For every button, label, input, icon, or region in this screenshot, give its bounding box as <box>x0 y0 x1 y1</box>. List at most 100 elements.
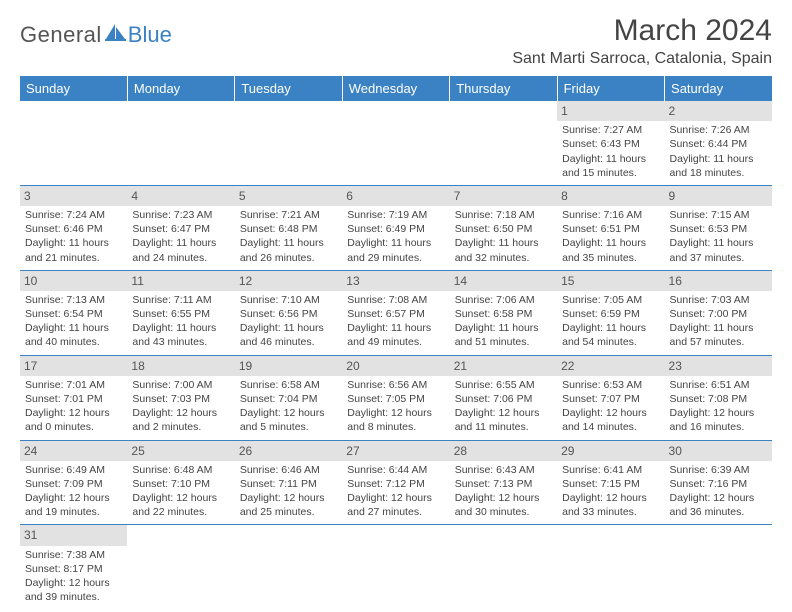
calendar-table: SundayMondayTuesdayWednesdayThursdayFrid… <box>20 76 772 609</box>
day-number: 12 <box>235 271 342 291</box>
daylight-line: Daylight: 12 hours and 22 minutes. <box>132 491 229 519</box>
title-block: March 2024 Sant Marti Sarroca, Catalonia… <box>512 14 772 68</box>
sunrise-line: Sunrise: 6:41 AM <box>562 463 659 477</box>
calendar-cell: 23Sunrise: 6:51 AMSunset: 7:08 PMDayligh… <box>665 355 772 440</box>
calendar-cell: 11Sunrise: 7:11 AMSunset: 6:55 PMDayligh… <box>127 270 234 355</box>
calendar-cell: 5Sunrise: 7:21 AMSunset: 6:48 PMDaylight… <box>235 185 342 270</box>
calendar-cell: 29Sunrise: 6:41 AMSunset: 7:15 PMDayligh… <box>557 440 664 525</box>
daylight-line: Daylight: 11 hours and 26 minutes. <box>240 236 337 264</box>
calendar-cell: 20 Sunrise: 6:56 AMSunset: 7:05 PMDayligh… <box>342 355 449 440</box>
sunset-line: Sunset: 7:16 PM <box>670 477 767 491</box>
daylight-line: Daylight: 11 hours and 24 minutes. <box>132 236 229 264</box>
sunrise-line: Sunrise: 7:15 AM <box>670 208 767 222</box>
calendar-cell: 27Sunrise: 6:44 AMSunset: 7:12 PMDayligh… <box>342 440 449 525</box>
calendar-cell: 17Sunrise: 7:01 AMSunset: 7:01 PMDayligh… <box>20 355 127 440</box>
daylight-line: Daylight: 11 hours and 15 minutes. <box>562 152 659 180</box>
day-number: 24 <box>20 441 127 461</box>
daylight-line: Daylight: 12 hours and 14 minutes. <box>562 406 659 434</box>
sunset-line: Sunset: 6:55 PM <box>132 307 229 321</box>
daylight-line: Daylight: 11 hours and 49 minutes. <box>347 321 444 349</box>
sunset-line: Sunset: 6:56 PM <box>240 307 337 321</box>
logo-text-general: General <box>20 22 102 48</box>
daylight-line: Daylight: 12 hours and 33 minutes. <box>562 491 659 519</box>
calendar-cell: 19Sunrise: 6:58 AMSunset: 7:04 PMDayligh… <box>235 355 342 440</box>
calendar-cell: 7Sunrise: 7:18 AMSunset: 6:50 PMDaylight… <box>450 185 557 270</box>
calendar-cell: 22Sunrise: 6:53 AMSunset: 7:07 PMDayligh… <box>557 355 664 440</box>
sunset-line: Sunset: 6:57 PM <box>347 307 444 321</box>
daylight-line: Daylight: 12 hours and 19 minutes. <box>25 491 122 519</box>
calendar-cell: 4Sunrise: 7:23 AMSunset: 6:47 PMDaylight… <box>127 185 234 270</box>
sunrise-line: Sunrise: 7:23 AM <box>132 208 229 222</box>
day-number: 1 <box>557 101 664 121</box>
calendar-cell: 16Sunrise: 7:03 AMSunset: 7:00 PMDayligh… <box>665 270 772 355</box>
sunrise-line: Sunrise: 6:51 AM <box>670 378 767 392</box>
logo-text-blue: Blue <box>128 22 172 48</box>
calendar-cell: 31Sunrise: 7:38 AMSunset: 8:17 PMDayligh… <box>20 525 127 609</box>
daylight-line: Daylight: 11 hours and 35 minutes. <box>562 236 659 264</box>
daylight-line: Daylight: 12 hours and 8 minutes. <box>347 406 444 434</box>
calendar-cell: 8Sunrise: 7:16 AMSunset: 6:51 PMDaylight… <box>557 185 664 270</box>
calendar-cell <box>235 525 342 609</box>
calendar-cell: 14Sunrise: 7:06 AMSunset: 6:58 PMDayligh… <box>450 270 557 355</box>
sunrise-line: Sunrise: 7:21 AM <box>240 208 337 222</box>
calendar-cell: 12Sunrise: 7:10 AMSunset: 6:56 PMDayligh… <box>235 270 342 355</box>
location: Sant Marti Sarroca, Catalonia, Spain <box>512 50 772 68</box>
sunset-line: Sunset: 7:04 PM <box>240 392 337 406</box>
calendar-cell: 3Sunrise: 7:24 AMSunset: 6:46 PMDaylight… <box>20 185 127 270</box>
day-header: Tuesday <box>235 76 342 101</box>
day-number: 10 <box>20 271 127 291</box>
sunset-line: Sunset: 7:09 PM <box>25 477 122 491</box>
logo: General Blue <box>20 14 172 48</box>
sunset-line: Sunset: 7:11 PM <box>240 477 337 491</box>
sunrise-line: Sunrise: 7:08 AM <box>347 293 444 307</box>
sunrise-line: Sunrise: 6:43 AM <box>455 463 552 477</box>
daylight-line: Daylight: 11 hours and 32 minutes. <box>455 236 552 264</box>
sunset-line: Sunset: 6:59 PM <box>562 307 659 321</box>
sunrise-line: Sunrise: 7:24 AM <box>25 208 122 222</box>
calendar-cell <box>342 525 449 609</box>
sunrise-line: Sunrise: 6:56 AM <box>347 378 444 392</box>
sunset-line: Sunset: 7:01 PM <box>25 392 122 406</box>
calendar-body: 1Sunrise: 7:27 AMSunset: 6:43 PMDaylight… <box>20 101 772 609</box>
day-number: 30 <box>665 441 772 461</box>
calendar-cell <box>665 525 772 609</box>
sunset-line: Sunset: 6:51 PM <box>562 222 659 236</box>
calendar-cell <box>450 101 557 185</box>
sunrise-line: Sunrise: 7:38 AM <box>25 548 122 562</box>
day-number: 31 <box>20 525 127 545</box>
calendar-cell: 30 Sunrise: 6:39 AMSunset: 7:16 PMDayligh… <box>665 440 772 525</box>
sunrise-line: Sunrise: 7:06 AM <box>455 293 552 307</box>
sunset-line: Sunset: 6:44 PM <box>670 137 767 151</box>
day-number: 19 <box>235 356 342 376</box>
day-number: 28 <box>450 441 557 461</box>
daylight-line: Daylight: 11 hours and 46 minutes. <box>240 321 337 349</box>
day-number: 27 <box>342 441 449 461</box>
sunrise-line: Sunrise: 7:05 AM <box>562 293 659 307</box>
day-header: Sunday <box>20 76 127 101</box>
day-number: 11 <box>127 271 234 291</box>
daylight-line: Daylight: 12 hours and 2 minutes. <box>132 406 229 434</box>
daylight-line: Daylight: 12 hours and 16 minutes. <box>670 406 767 434</box>
calendar-cell: 9Sunrise: 7:15 AMSunset: 6:53 PMDaylight… <box>665 185 772 270</box>
calendar-week: 3Sunrise: 7:24 AMSunset: 6:46 PMDaylight… <box>20 185 772 270</box>
sunset-line: Sunset: 7:07 PM <box>562 392 659 406</box>
daylight-line: Daylight: 11 hours and 40 minutes. <box>25 321 122 349</box>
sunset-line: Sunset: 7:05 PM <box>347 392 444 406</box>
day-number: 14 <box>450 271 557 291</box>
daylight-line: Daylight: 11 hours and 18 minutes. <box>670 152 767 180</box>
day-number: 16 <box>665 271 772 291</box>
day-number: 21 <box>450 356 557 376</box>
calendar-cell: 18Sunrise: 7:00 AMSunset: 7:03 PMDayligh… <box>127 355 234 440</box>
daylight-line: Daylight: 12 hours and 25 minutes. <box>240 491 337 519</box>
daylight-line: Daylight: 12 hours and 36 minutes. <box>670 491 767 519</box>
calendar-week: 10Sunrise: 7:13 AMSunset: 6:54 PMDayligh… <box>20 270 772 355</box>
daylight-line: Daylight: 11 hours and 37 minutes. <box>670 236 767 264</box>
day-header: Thursday <box>450 76 557 101</box>
day-number: 20 <box>342 356 449 376</box>
sunrise-line: Sunrise: 6:39 AM <box>670 463 767 477</box>
calendar-cell <box>127 525 234 609</box>
day-number: 9 <box>665 186 772 206</box>
daylight-line: Daylight: 12 hours and 5 minutes. <box>240 406 337 434</box>
day-number: 18 <box>127 356 234 376</box>
sunset-line: Sunset: 6:47 PM <box>132 222 229 236</box>
